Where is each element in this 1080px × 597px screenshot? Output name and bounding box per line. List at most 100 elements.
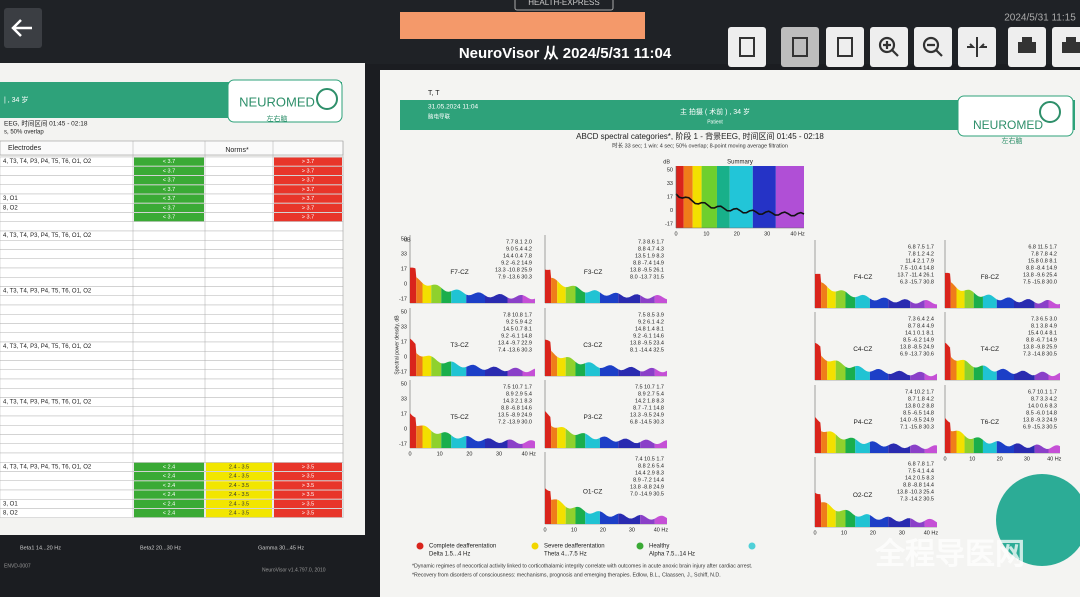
norm-value: > 3.7 [302,168,314,174]
table-row [0,415,344,426]
electrode-label: F4-CZ [854,274,872,281]
row-label: 4, T3, T4, P3, P4, T5, T6, O1, O2 [3,233,92,239]
table-row [0,360,344,370]
norm-cell [134,194,204,203]
norm-value: 2.4 - 3.5 [229,501,249,507]
left-code: ENVD-0007 [4,563,31,569]
toolbar-button[interactable] [958,27,996,67]
spectrum-band [441,432,452,448]
electrode-label: T3-CZ [450,342,468,349]
summary-curve [675,193,805,217]
spectral-value: 14.0 0.6 8.3 [1028,403,1057,409]
norm-value: > 3.5 [302,464,314,470]
norm-value: < 2.4 [163,483,175,489]
toolbar-button[interactable] [870,27,908,67]
spectrum-band [869,369,889,380]
x-tick-label: 40 Hz [924,530,939,536]
spectral-value: 7.3 6.4 2.4 [908,316,934,322]
legend-band: Alpha 7.5...14 Hz [649,552,695,558]
spectrum-band [964,435,974,453]
norm-value: 2.4 - 3.5 [229,511,249,517]
spectrum-band [522,368,535,376]
spectrum-band [410,413,417,448]
spectral-value: 15.4 0.4 8.1 [1028,330,1057,336]
spectral-value: 13.4 -9.7 22.9 [498,340,532,346]
y-tick-label: 50 [401,236,407,242]
toolbar-button[interactable] [1052,27,1080,67]
toolbar-button[interactable] [728,27,766,67]
spectrum-band [973,365,983,380]
electrode-label: P3-CZ [584,414,603,421]
summary-band [729,166,753,228]
spectral-value: 7.8 7.8 4.2 [1031,251,1057,257]
norm-value: 2.4 - 3.5 [229,474,249,480]
floating-button[interactable] [996,474,1080,566]
zoom-icon [878,36,896,54]
band-footer: Beta2 20...30 Hz [140,545,181,551]
spectral-value: 9.2 -6.1 14.8 [501,333,532,339]
y-tick-label: 17 [401,266,407,272]
record-date: 31.05.2024 11:04 [428,104,479,111]
row-label: 3, O1 [3,196,18,202]
spectrum-band [888,299,911,308]
norm-cell [134,490,204,499]
table-row [0,388,344,398]
x-tick-label: 0 [408,451,411,457]
y-tick-label: 33 [667,181,673,187]
patient: 主 拍摄 ( 术前 ) , 34 岁 [680,107,750,116]
spectrum-band [1048,299,1060,308]
spectrum-band [565,428,576,448]
spectral-value: 7.3 8.6 1.7 [638,239,664,245]
norm-value: 2.4 - 3.5 [229,492,249,498]
left-info1: EEG, 时间区间 01:45 - 02:18 [4,119,88,128]
toolbar-button[interactable] [826,27,864,67]
spectrum-band [618,438,641,448]
spectrum-band [956,359,965,380]
spectrum-band [845,291,856,308]
spectrum-band [466,364,485,376]
spectral-value: 7.8 10.8 1.7 [503,312,532,318]
x-tick-label: 30 [899,530,905,536]
x-tick-label: 0 [674,231,677,237]
row-label: 8, O2 [3,511,18,517]
spectrum-band [910,371,925,380]
spectral-value: 8.8 -7.4 14.9 [633,260,664,266]
spectral-value: 14.2 0.5 8.3 [905,475,934,481]
spectrum-band [618,293,641,303]
spectrum-band [585,511,600,524]
zoom-icon [922,36,940,54]
spectrum-band [575,433,586,448]
spectrum-band [640,439,655,448]
spectral-value: 6.9 -13.7 30.6 [900,351,934,357]
spectrum-band [640,295,655,303]
spectrum-band [910,518,925,527]
spectrum-band [869,297,889,308]
spectrum-band [924,373,937,380]
table-row [0,304,344,315]
electrode-label: F3-CZ [584,269,602,276]
toolbar-button[interactable] [781,27,819,67]
right-logo-sub: 左右脑 [1002,136,1023,145]
norm-cell [206,462,272,471]
spectral-value: 7.0 -14.9 30.5 [630,491,664,497]
page-icon [739,37,755,57]
spectrum-band [640,367,655,376]
toolbar-button[interactable] [914,27,952,67]
spectral-value: 13.8 -9.3 24.9 [1023,417,1057,423]
spectrum-band [1034,444,1049,453]
norm-cell [206,490,272,499]
spectrum-band [950,430,957,453]
spectral-title: ABCD spectral categories*, 阶段 1 - 背景EEG,… [576,131,824,141]
row-label: 4, T3, T4, P3, P4, T5, T6, O1, O2 [3,344,92,350]
back-button[interactable] [4,8,42,48]
norm-cell [274,490,342,499]
spectrum-band [545,269,552,303]
band-footer: Beta1 14...20 Hz [20,545,61,551]
toolbar-button[interactable] [1008,27,1046,67]
norm-cell [134,157,204,166]
spectral-value: 8.9 -7.2 14.4 [633,477,664,483]
row-label: 8, O2 [3,205,18,211]
spectrum-band [950,282,957,308]
norm-value: < 3.7 [163,159,175,165]
table-row [0,434,344,444]
